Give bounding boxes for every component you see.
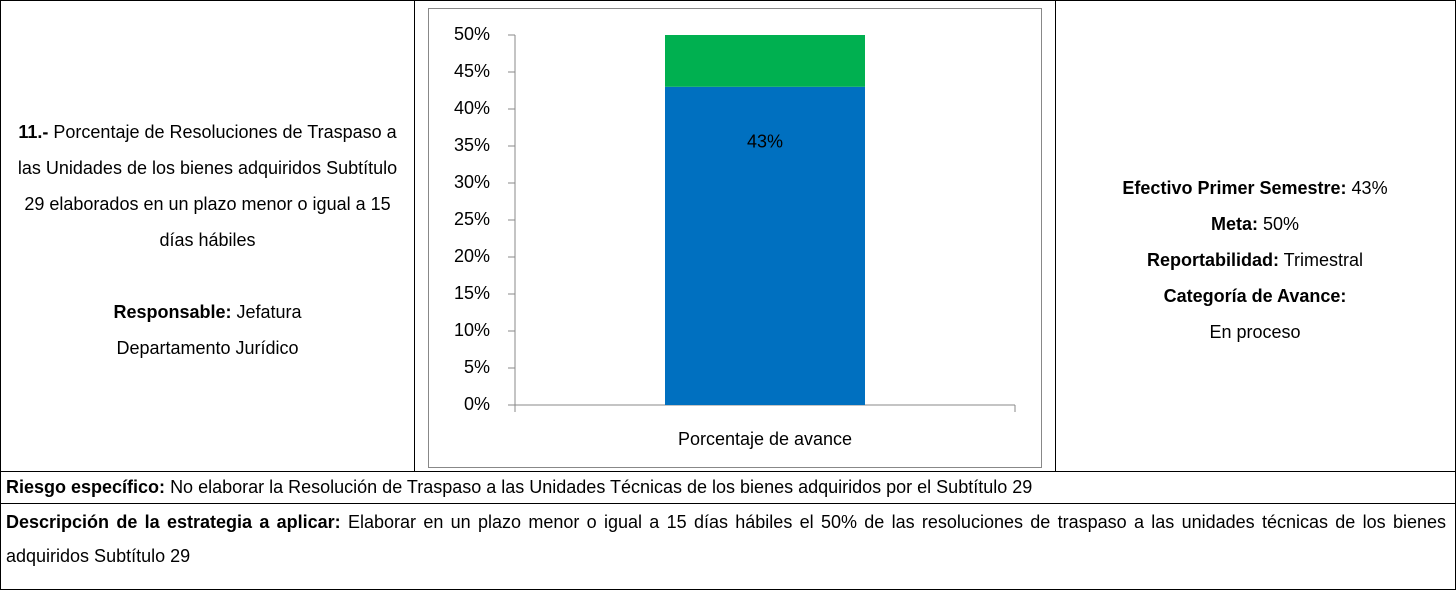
status-item: Meta: 50% — [1211, 206, 1299, 242]
status-value: En proceso — [1209, 322, 1301, 342]
y-tick-label: 0% — [464, 394, 490, 414]
indicator-title: 11.- Porcentaje de Resoluciones de Trasp… — [17, 122, 398, 250]
status-label: Efectivo Primer Semestre: — [1122, 178, 1347, 198]
status-cell: Efectivo Primer Semestre: 43% Meta: 50% Re… — [1060, 170, 1450, 350]
strategy: Descripción de la estrategia a aplicar: … — [6, 512, 1446, 566]
status-label: Reportabilidad: — [1146, 250, 1279, 270]
x-tick-label: Porcentaje de avance — [678, 429, 852, 449]
y-tick-label: 5% — [464, 357, 490, 377]
y-tick-label: 40% — [454, 98, 490, 118]
responsible: Responsable: Jefatura Departamento Juríd… — [113, 302, 302, 358]
indicator-cell: 11.- Porcentaje de Resoluciones de Trasp… — [10, 90, 405, 390]
bar-segment — [665, 86, 865, 406]
y-tick-label: 10% — [454, 320, 490, 340]
risk: Riesgo específico: No elaborar la Resolu… — [6, 477, 1033, 497]
y-tick-label: 15% — [454, 283, 490, 303]
status-label: Meta: — [1210, 214, 1258, 234]
y-tick-label: 25% — [454, 209, 490, 229]
status-item: Efectivo Primer Semestre: 43% — [1122, 170, 1387, 206]
chart: 0% 5% 10% 15% 20% 25% 30% 35% 40% 45% 50% Porcentaj… — [428, 8, 1042, 468]
y-tick-label: 45% — [454, 61, 490, 81]
status-value: 50% — [1263, 214, 1300, 234]
status-item: Reportabilidad: Trimestral — [1147, 242, 1363, 278]
cell-border — [414, 0, 1056, 472]
y-tick-label: 35% — [454, 135, 490, 155]
y-tick-label: 50% — [454, 24, 490, 44]
status-item: Categoría de Avance: En proceso — [1164, 278, 1347, 350]
status-label: Categoría de Avance: — [1163, 286, 1347, 306]
status-value: Trimestral — [1283, 250, 1364, 270]
y-tick-label: 20% — [454, 246, 490, 266]
status-value: 43% — [1351, 178, 1388, 198]
data-label: 43% — [747, 132, 783, 152]
bar-segment — [665, 35, 865, 87]
y-tick-label: 30% — [454, 172, 490, 192]
